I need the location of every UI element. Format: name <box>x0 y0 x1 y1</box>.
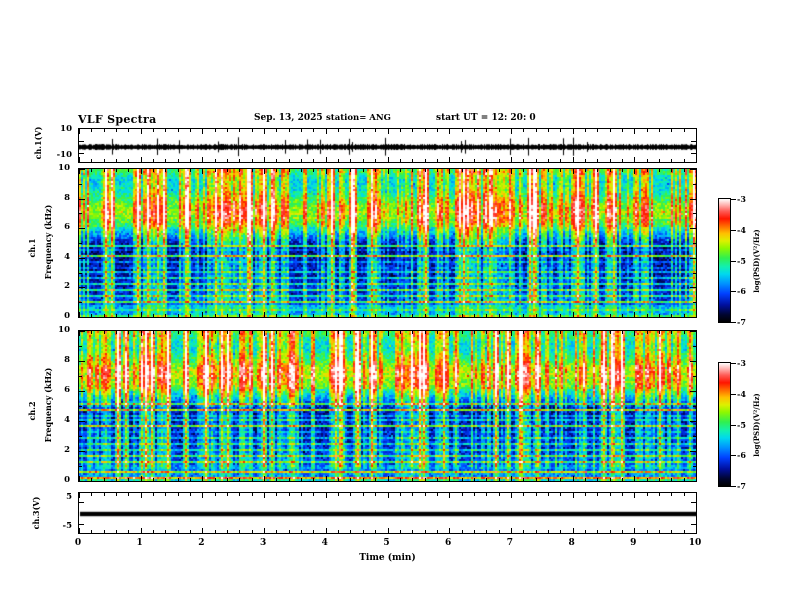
colorbar-ticklabel--3: -3 <box>737 358 746 368</box>
colorbar-ch2-label: log(PSD)(V²/Hz) <box>752 392 761 457</box>
ch3-wave-ylabel: ch.3(V) <box>31 496 41 530</box>
colorbar-ticklabel--4: -4 <box>737 389 746 399</box>
spec-ytick-10: 10 <box>58 163 70 173</box>
colorbar-ticklabel--6: -6 <box>737 450 746 460</box>
x-axis-label: Time (min) <box>359 553 416 563</box>
colorbar-tick <box>731 363 736 364</box>
colorbar-ticklabel--6: -6 <box>737 286 746 296</box>
colorbar-ticklabel--5: -5 <box>737 256 746 266</box>
figure-title: VLF Spectra <box>78 113 157 126</box>
figure-title-row: VLF Spectra Sep. 13, 2025 station= ANG s… <box>78 113 698 127</box>
spec-ytick-4: 4 <box>64 415 70 425</box>
ch2-spectrogram-canvas <box>79 331 696 481</box>
ch1-wave-ytick-neg10: -10 <box>56 150 72 160</box>
colorbar-ticklabel--3: -3 <box>737 194 746 204</box>
spec-ytick-4: 4 <box>64 251 70 262</box>
colorbar-ch1-label: log(PSD)(V²/Hz) <box>752 228 761 293</box>
ch1-spec-ylabel-line2: Frequency (kHz) <box>43 204 53 280</box>
spec-ytick-8: 8 <box>64 355 70 365</box>
ch2-spec-ylabel-line2: Frequency (kHz) <box>43 367 53 443</box>
colorbar-tick <box>731 199 736 200</box>
spec-ytick-0: 0 <box>64 475 70 485</box>
colorbar-ch1: log(PSD)(V²/Hz) -3 -4 -5 -6 -7 <box>718 194 778 327</box>
ch3-wave-ytick-neg5: -5 <box>62 521 72 531</box>
panel-ch3-waveform <box>78 492 697 534</box>
colorbar-tick <box>731 291 736 292</box>
x-tick-5: 5 <box>383 538 390 548</box>
ch1-wave-ytick-10: 10 <box>60 124 72 134</box>
ch1-spectrogram-canvas <box>79 169 696 317</box>
x-tick-6: 6 <box>445 538 452 548</box>
panel-ch1-spectrogram <box>78 168 697 318</box>
x-tick-10: 10 <box>688 538 702 548</box>
x-tick-0: 0 <box>74 538 82 548</box>
ch1-waveform-canvas <box>79 129 696 162</box>
ch1-spec-ylabel-line1: ch.1 <box>27 238 37 258</box>
x-tick-4: 4 <box>321 538 328 548</box>
spec-ytick-6: 6 <box>64 222 70 233</box>
figure-start-time: start UT = 12: 20: 0 <box>436 113 536 123</box>
spec-ytick-8: 8 <box>64 192 70 203</box>
x-tick-9: 9 <box>630 538 637 548</box>
spec-ytick-6: 6 <box>64 385 70 395</box>
panel-ch2-spectrogram <box>78 330 697 482</box>
x-tick-7: 7 <box>506 538 514 548</box>
colorbar-ch1-gradient <box>718 198 731 323</box>
colorbar-ch2: log(PSD)(V²/Hz) -3 -4 -5 -6 -7 <box>718 358 778 491</box>
colorbar-ch1-ticks <box>731 198 737 323</box>
colorbar-tick <box>731 425 736 426</box>
x-tick-1: 1 <box>136 538 143 548</box>
colorbar-ticklabel--5: -5 <box>737 420 746 430</box>
colorbar-ch2-gradient <box>718 362 731 487</box>
spec-ytick-10: 10 <box>58 325 70 335</box>
spec-ytick-2: 2 <box>64 281 70 292</box>
ch2-spec-ylabel-line1: ch.2 <box>27 401 37 421</box>
colorbar-tick <box>731 455 736 456</box>
colorbar-tick <box>731 261 736 262</box>
x-tick-8: 8 <box>568 538 575 548</box>
x-tick-2: 2 <box>198 538 205 548</box>
figure-date: Sep. 13, 2025 <box>254 113 323 123</box>
colorbar-tick <box>731 486 736 487</box>
colorbar-ticklabel--4: -4 <box>737 225 746 235</box>
spec-ytick-0: 0 <box>64 311 70 321</box>
colorbar-ch2-ticks <box>731 362 737 487</box>
colorbar-ticklabel--7: -7 <box>737 317 746 327</box>
colorbar-tick <box>731 230 736 231</box>
colorbar-tick <box>731 394 736 395</box>
ch3-waveform-canvas <box>79 493 696 533</box>
colorbar-tick <box>731 322 736 323</box>
panel-ch1-waveform <box>78 128 697 163</box>
x-tick-3: 3 <box>259 538 267 548</box>
ch3-wave-ytick-5: 5 <box>66 492 72 502</box>
spec-ytick-2: 2 <box>64 445 70 455</box>
figure-station: station= ANG <box>326 113 391 123</box>
colorbar-ticklabel--7: -7 <box>737 481 746 491</box>
